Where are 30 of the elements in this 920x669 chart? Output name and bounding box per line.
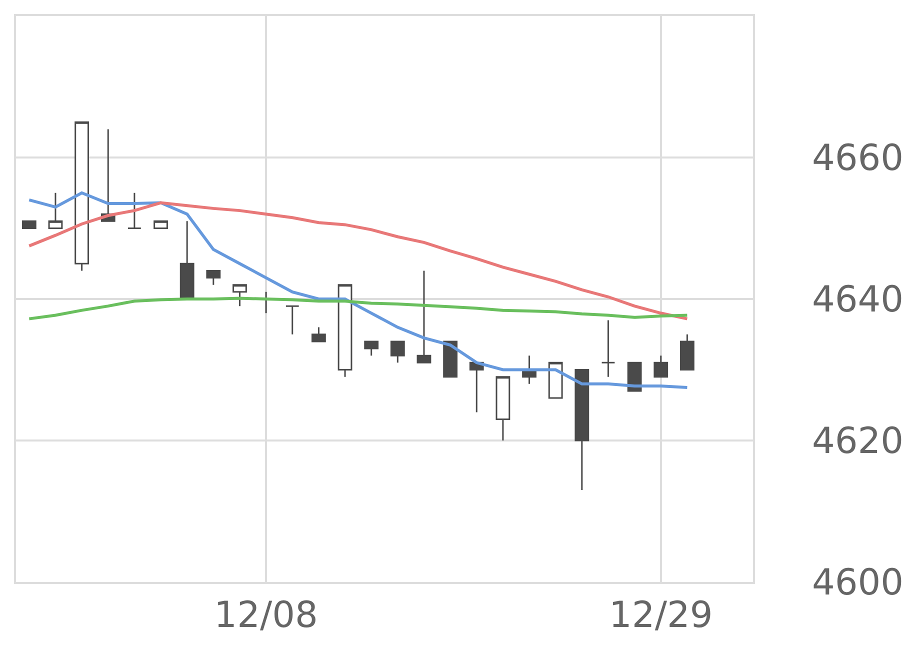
line-series <box>28 201 689 320</box>
candlestick <box>548 362 563 399</box>
line-series <box>28 191 689 389</box>
y-tick-label: 4600 <box>812 562 904 604</box>
candlestick <box>680 334 694 370</box>
candlestick <box>180 220 194 300</box>
x-tick-label: 12/29 <box>609 594 713 636</box>
candlestick <box>390 340 405 364</box>
candlestick <box>416 270 432 364</box>
candlestick <box>338 284 352 378</box>
candlestick <box>312 326 326 342</box>
candlestick <box>154 220 168 229</box>
line-series <box>28 296 689 320</box>
y-tick-label: 4640 <box>812 280 904 321</box>
candlestick <box>22 220 36 229</box>
y-tick-label: 4660 <box>812 138 904 180</box>
candlestick <box>574 369 590 491</box>
candlestick <box>496 376 510 442</box>
candlestick <box>127 192 142 229</box>
candlestick <box>232 284 247 307</box>
candlestick <box>74 121 89 272</box>
candlestick <box>285 305 300 336</box>
y-tick-label: 4620 <box>812 421 904 462</box>
candlestick <box>364 340 379 356</box>
candlestick <box>48 192 63 229</box>
x-tick-label: 12/08 <box>214 594 318 636</box>
candlestick <box>654 354 668 378</box>
candlestick <box>601 319 616 378</box>
candlestick <box>443 340 458 378</box>
candlestick <box>206 270 221 286</box>
